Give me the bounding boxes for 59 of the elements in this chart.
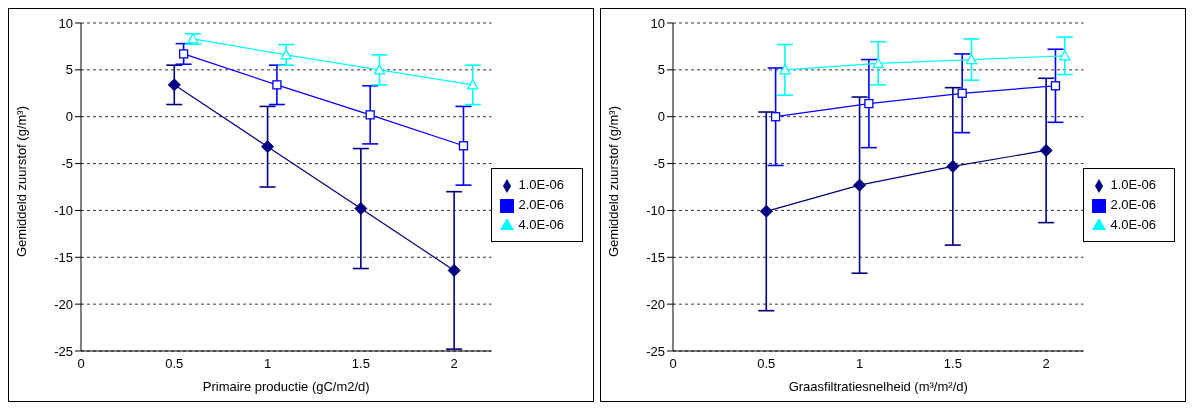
point — [280, 49, 292, 60]
x-tick-label: 1 — [263, 356, 272, 372]
x-tick-label: 1 — [855, 356, 864, 372]
x-axis-title: Primaire productie (gC/m2/d) — [202, 379, 370, 394]
x-tick-label: 0.5 — [165, 356, 184, 372]
y-tick-label: -5 — [61, 156, 73, 172]
point — [1059, 50, 1071, 61]
y-tick-label: 0 — [65, 109, 73, 125]
point — [779, 64, 791, 75]
legend-label: 2.0E-06 — [1110, 197, 1156, 212]
point — [261, 140, 275, 154]
x-tick-label: 1.5 — [943, 356, 962, 372]
point — [770, 112, 781, 122]
point — [178, 49, 189, 59]
point — [957, 88, 967, 98]
legend-label: 4.0E-06 — [1110, 217, 1156, 232]
point — [167, 78, 181, 92]
x-tick-label: 0 — [669, 356, 677, 372]
point — [354, 202, 368, 216]
y-tick-label: 10 — [58, 15, 73, 31]
x-axis-title: Graasfiltratiesnelheid (m³/m²/d) — [788, 379, 968, 394]
x-tick-label: 2 — [450, 356, 458, 372]
y-axis-title: Gemiddeld zuurstof (g/m³) — [605, 106, 621, 257]
point — [458, 141, 469, 151]
y-tick-label: -20 — [54, 296, 73, 312]
y-tick-label: -15 — [646, 249, 665, 265]
y-tick-label: 10 — [650, 15, 665, 31]
point — [872, 57, 884, 68]
legend-label: 1.0E-06 — [1110, 177, 1156, 192]
y-tick-label: 5 — [65, 62, 73, 78]
y-axis-title: Gemiddeld zuurstof (g/m³) — [13, 106, 29, 257]
point — [965, 53, 978, 65]
point — [272, 80, 282, 90]
point — [853, 178, 867, 192]
point — [1050, 81, 1061, 91]
point — [365, 110, 375, 120]
x-tick-label: 1.5 — [351, 356, 370, 372]
y-tick-label: -10 — [646, 203, 665, 219]
x-tick-label: 2 — [1042, 356, 1050, 372]
y-tick-label: -25 — [646, 343, 665, 359]
y-tick-label: -15 — [54, 249, 73, 265]
point — [373, 64, 386, 75]
point — [447, 263, 461, 277]
point — [467, 79, 479, 90]
y-tick-label: 0 — [657, 109, 665, 125]
y-tick-label: 5 — [657, 62, 665, 78]
point — [864, 98, 874, 109]
legend-label: 4.0E-06 — [518, 217, 564, 232]
legend-label: 2.0E-06 — [518, 197, 564, 212]
point — [759, 204, 773, 218]
y-tick-label: -10 — [54, 203, 73, 219]
x-tick-label: 0 — [77, 356, 85, 372]
point — [1039, 143, 1053, 157]
y-tick-label: -20 — [646, 296, 665, 312]
y-tick-label: -25 — [54, 343, 73, 359]
legend-label: 1.0E-06 — [518, 177, 564, 192]
x-tick-label: 0.5 — [757, 356, 776, 372]
point — [946, 159, 960, 173]
y-tick-label: -5 — [653, 156, 665, 172]
